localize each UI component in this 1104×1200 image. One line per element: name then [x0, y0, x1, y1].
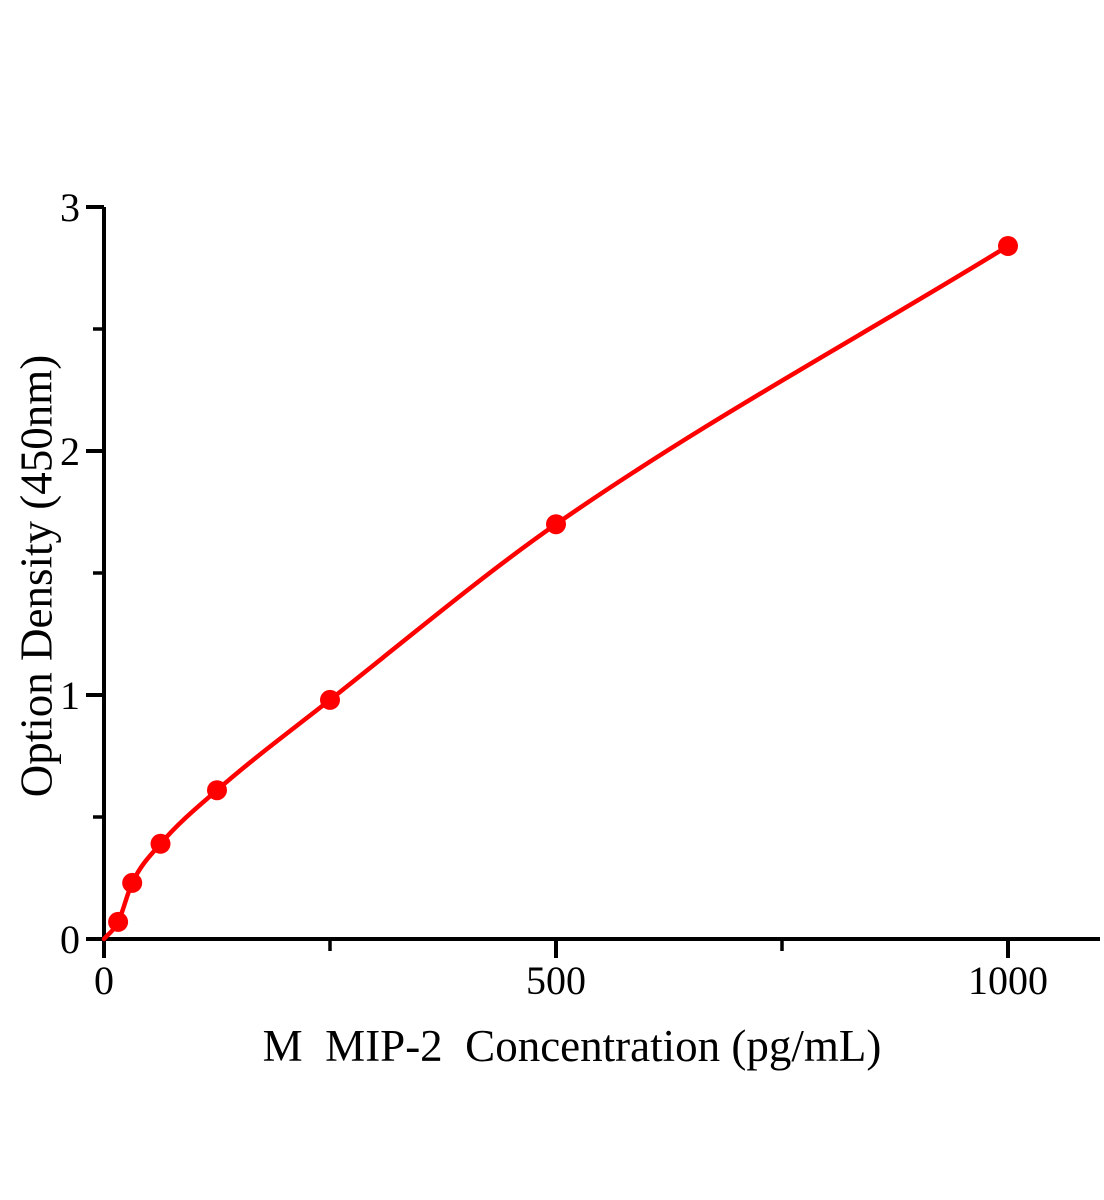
data-point	[122, 872, 143, 893]
standard-curve-line	[101, 243, 1011, 942]
data-point	[546, 514, 566, 535]
y-axis-title: Option Density (450nm)	[11, 354, 62, 798]
y-tick-label: 0	[60, 917, 80, 962]
x-tick-label: 0	[94, 958, 114, 1003]
data-point	[108, 911, 129, 932]
x-axis-title: M MIP-2 Concentration (pg/mL)	[262, 1021, 882, 1071]
x-tick-label: 1000	[968, 958, 1048, 1003]
data-point	[150, 833, 171, 854]
y-tick-label: 3	[60, 185, 80, 230]
x-tick-label: 500	[526, 958, 586, 1003]
y-tick-label: 2	[60, 429, 80, 474]
data-point	[207, 780, 227, 801]
y-tick-label: 1	[60, 673, 80, 718]
data-point	[998, 236, 1018, 256]
data-point	[320, 689, 340, 710]
